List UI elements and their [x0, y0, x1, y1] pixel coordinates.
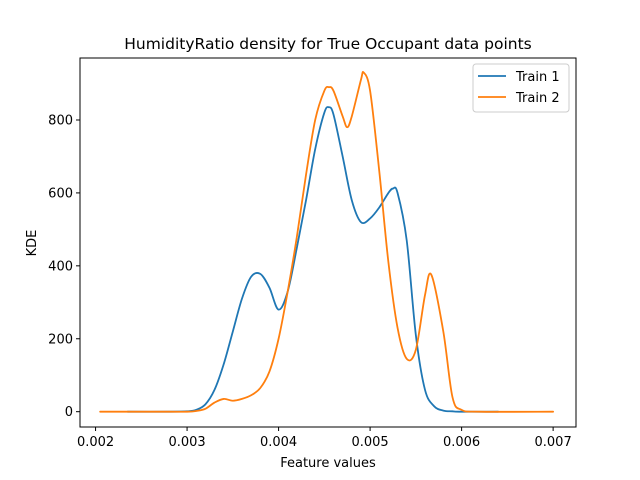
series-layer	[99, 71, 555, 413]
chart-title: HumidityRatio density for True Occupant …	[124, 35, 532, 53]
x-axis-label: Feature values	[280, 456, 376, 471]
x-axis: 0.002 0.003 0.004 0.005 0.006 0.007	[77, 427, 572, 450]
legend: Train 1 Train 2	[472, 63, 570, 113]
y-tick-label: 200	[48, 332, 73, 347]
x-tick-label: 0.004	[260, 435, 297, 450]
legend-label-train-2: Train 2	[515, 91, 560, 106]
y-axis: 0 200 400 600 800	[48, 113, 80, 420]
plot-frame	[79, 57, 577, 428]
y-tick-label: 800	[48, 113, 73, 128]
y-tick-label: 0	[65, 405, 73, 420]
legend-label-train-1: Train 1	[515, 70, 560, 85]
series-line-train-1	[126, 106, 500, 413]
x-tick-label: 0.002	[77, 435, 114, 450]
x-tick-label: 0.003	[168, 435, 205, 450]
x-tick-label: 0.005	[351, 435, 388, 450]
x-tick-label: 0.006	[443, 435, 480, 450]
y-axis-label: KDE	[25, 230, 40, 257]
series-line-train-2	[99, 71, 555, 413]
x-tick-label: 0.007	[535, 435, 572, 450]
y-tick-label: 600	[48, 186, 73, 201]
y-tick-label: 400	[48, 259, 73, 274]
